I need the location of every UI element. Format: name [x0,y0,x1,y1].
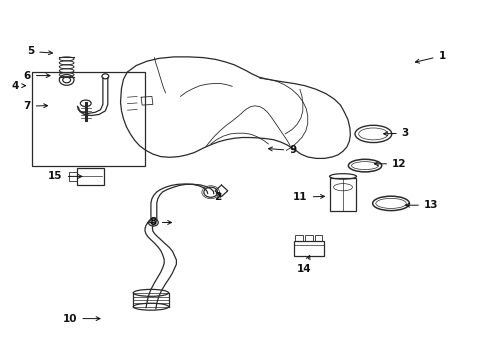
Text: 8: 8 [149,217,171,228]
Text: 4: 4 [11,81,25,91]
Text: 12: 12 [374,159,407,169]
Bar [70,172,77,181]
Bar [305,235,313,241]
Bar [294,241,324,256]
Text: 5: 5 [27,46,52,57]
Text: 15: 15 [48,171,82,181]
Bar [329,178,356,211]
Text: 14: 14 [296,256,311,274]
Bar [295,235,303,241]
Text: 11: 11 [293,192,324,202]
Bar [77,168,104,185]
Text: 2: 2 [215,192,221,202]
Text: 1: 1 [416,51,446,63]
Bar [315,235,322,241]
Text: 9: 9 [269,145,296,156]
Text: 7: 7 [24,101,48,111]
Text: 3: 3 [384,128,409,138]
Bar [32,72,145,166]
Text: 10: 10 [63,314,100,324]
Text: 13: 13 [406,200,439,210]
Text: 6: 6 [24,71,50,81]
